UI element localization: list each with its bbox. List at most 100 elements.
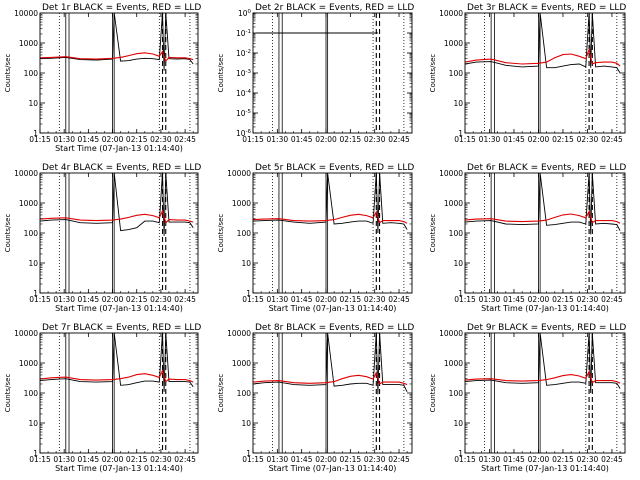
x-tick-label: 02:45 (388, 455, 410, 464)
x-tick-label: 01:45 (503, 295, 525, 304)
lld-series-line (464, 47, 621, 67)
y-axis-label: Counts/sec (429, 214, 437, 253)
x-tick-label: 01:45 (78, 455, 100, 464)
x-tick-label: 01:30 (479, 135, 501, 144)
x-tick-label: 02:00 (102, 295, 124, 304)
y-tick-label: 10000 (14, 9, 38, 18)
lld-series-line (464, 210, 621, 224)
x-tick-label: 02:30 (577, 295, 599, 304)
x-tick-label: 02:00 (315, 455, 337, 464)
y-tick-label: 10 (453, 419, 463, 428)
y-tick-label: 10000 (14, 169, 38, 178)
chart-title: Det 2r BLACK = Events, RED = LLD (255, 3, 414, 13)
x-tick-label: 02:30 (577, 455, 599, 464)
x-tick-label: 01:15 (242, 455, 264, 464)
x-tick-label: 02:00 (102, 135, 124, 144)
events-series-line (464, 172, 621, 235)
chart-panel-det1: Det 1r BLACK = Events, RED = LLD 1 10 100 10… (4, 3, 201, 153)
y-tick-label: 10000 (439, 329, 463, 338)
y-axis-label: Counts/sec (217, 54, 225, 93)
chart-panel-det2: Det 2r BLACK = Events, RED = LLD 10-6 10-5… (217, 3, 414, 144)
y-tick-label: 100 (238, 9, 252, 18)
x-tick-label: 02:30 (364, 135, 386, 144)
x-tick-label: 01:30 (53, 295, 75, 304)
y-tick-label: 10000 (227, 329, 251, 338)
y-tick-label: 100 (449, 389, 464, 398)
events-series-line (464, 12, 621, 74)
y-tick-label: 1000 (444, 359, 463, 368)
x-tick-label: 02:45 (388, 135, 410, 144)
lld-series-line (39, 50, 194, 63)
events-series-line (464, 332, 621, 394)
x-tick-label: 01:15 (29, 135, 51, 144)
y-tick-label: 1000 (19, 39, 38, 48)
x-tick-label: 02:15 (340, 135, 362, 144)
lld-series-line (39, 209, 194, 224)
plot-frame (464, 172, 626, 294)
y-tick-label: 1 (33, 129, 38, 138)
x-tick-label: 02:00 (315, 295, 337, 304)
chart-title: Det 7r BLACK = Events, RED = LLD (42, 323, 201, 333)
x-axis-label: Start Time (07-Jan-13 01:14:40) (55, 464, 183, 473)
x-tick-label: 02:15 (552, 135, 574, 144)
x-axis-label: Start Time (07-Jan-13 01:14:40) (55, 304, 183, 313)
x-tick-label: 01:30 (53, 135, 75, 144)
x-tick-label: 01:30 (479, 455, 501, 464)
events-series-line (252, 332, 408, 395)
x-tick-label: 02:45 (174, 295, 196, 304)
x-tick-label: 01:45 (291, 295, 313, 304)
plot-frame (39, 12, 199, 134)
x-tick-label: 02:45 (601, 455, 623, 464)
lld-series-line (252, 371, 408, 386)
events-series-line (252, 172, 408, 234)
plot-frame (252, 332, 413, 454)
x-tick-label: 02:00 (315, 135, 337, 144)
y-tick-label: 1000 (444, 199, 463, 208)
x-tick-label: 02:15 (552, 295, 574, 304)
x-tick-label: 01:15 (29, 295, 51, 304)
lld-series-line (464, 369, 621, 384)
events-series-line (39, 172, 194, 236)
plot-frame (252, 172, 413, 294)
x-tick-label: 01:15 (29, 455, 51, 464)
x-axis-label: Start Time (07-Jan-13 01:14:40) (55, 144, 183, 153)
x-tick-label: 01:45 (291, 455, 313, 464)
lld-series-line (252, 210, 408, 224)
x-tick-label: 02:30 (150, 135, 172, 144)
x-tick-label: 01:15 (242, 295, 264, 304)
y-tick-label: 100 (237, 389, 252, 398)
x-tick-label: 01:15 (454, 455, 476, 464)
y-tick-label: 10 (241, 419, 251, 428)
y-tick-label: 10 (241, 259, 251, 268)
y-tick-label: 1 (33, 449, 38, 458)
chart-title: Det 1r BLACK = Events, RED = LLD (42, 3, 201, 13)
chart-panel-det5: Det 5r BLACK = Events, RED = LLD 1 10 100 10… (217, 163, 414, 313)
x-tick-label: 02:15 (340, 295, 362, 304)
x-tick-label: 02:45 (601, 295, 623, 304)
y-tick-label: 100 (449, 69, 464, 78)
y-tick-label: 1000 (232, 199, 251, 208)
y-tick-label: 100 (237, 229, 252, 238)
y-tick-label: 1000 (19, 199, 38, 208)
chart-title: Det 9r BLACK = Events, RED = LLD (467, 323, 626, 333)
x-tick-label: 01:30 (267, 135, 289, 144)
events-series-line (39, 12, 194, 71)
plot-frame (39, 332, 199, 454)
y-axis-label: Counts/sec (429, 374, 437, 413)
x-tick-label: 01:15 (242, 135, 264, 144)
x-tick-label: 02:15 (552, 455, 574, 464)
chart-title: Det 3r BLACK = Events, RED = LLD (467, 3, 626, 13)
plot-frame (39, 172, 199, 294)
y-axis-label: Counts/sec (429, 54, 437, 93)
y-tick-label: 1000 (19, 359, 38, 368)
y-tick-label: 10-6 (236, 129, 252, 138)
x-tick-label: 01:30 (479, 295, 501, 304)
y-tick-label: 10-3 (236, 69, 252, 78)
y-axis-label: Counts/sec (217, 214, 225, 253)
y-tick-label: 10 (453, 259, 463, 268)
y-tick-label: 1000 (232, 359, 251, 368)
x-tick-label: 01:45 (291, 135, 313, 144)
x-tick-label: 02:30 (364, 455, 386, 464)
x-tick-label: 02:00 (102, 455, 124, 464)
